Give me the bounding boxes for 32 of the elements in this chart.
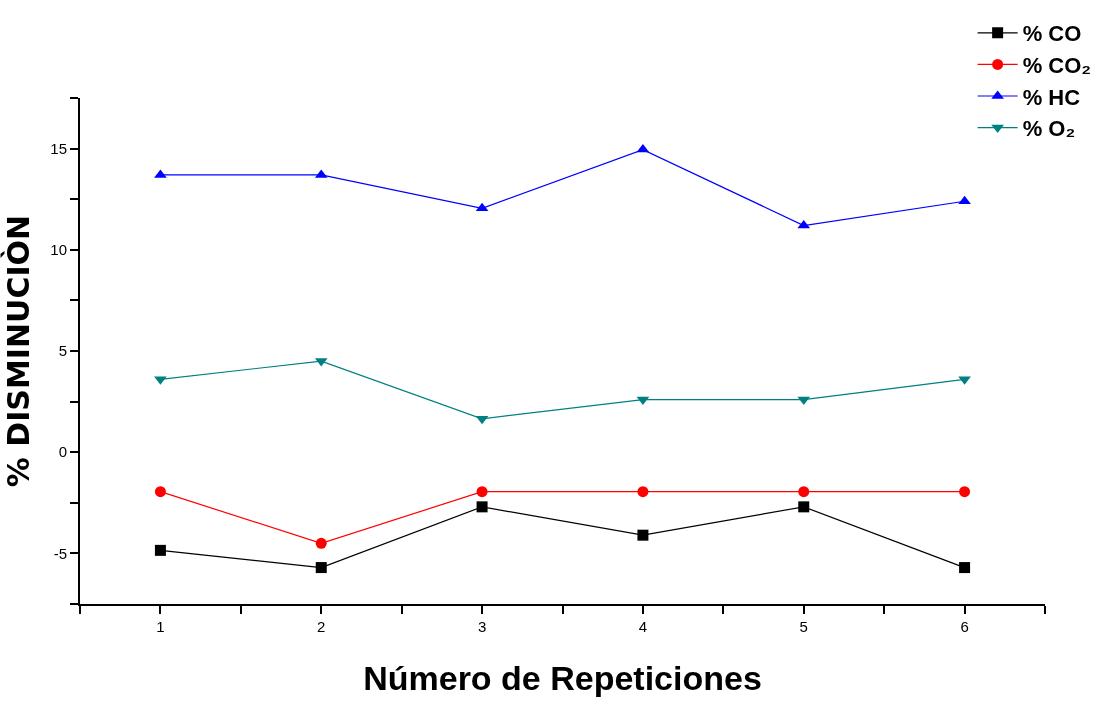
point bbox=[475, 202, 489, 212]
x-tick-label: 1 bbox=[156, 618, 165, 635]
point bbox=[797, 396, 811, 406]
y-tick-label: 15 bbox=[50, 139, 67, 157]
point bbox=[637, 486, 649, 498]
point bbox=[476, 501, 488, 513]
y-tick-label: -5 bbox=[53, 544, 67, 562]
point bbox=[476, 486, 488, 498]
y-tick-label: 10 bbox=[50, 241, 67, 259]
x-tick-label: 6 bbox=[960, 618, 969, 635]
x-tick-label: 2 bbox=[317, 618, 326, 635]
point bbox=[798, 486, 810, 498]
point bbox=[154, 486, 166, 498]
legend-label: % HC bbox=[1022, 84, 1081, 110]
legend-label: % O₂ bbox=[1022, 116, 1076, 142]
point bbox=[798, 501, 810, 513]
y-axis-title: % DISMINUCIÒN bbox=[0, 214, 36, 488]
point bbox=[636, 396, 650, 406]
point bbox=[315, 537, 327, 549]
point bbox=[959, 562, 971, 574]
x-axis-title: Número de Repeticiones bbox=[363, 658, 762, 697]
point bbox=[315, 562, 327, 574]
x-tick-label: 5 bbox=[799, 618, 808, 635]
legend-label: % CO bbox=[1022, 21, 1082, 47]
point bbox=[637, 529, 649, 541]
x-tick-label: 3 bbox=[477, 618, 487, 635]
y-tick-label: 0 bbox=[58, 443, 67, 461]
point bbox=[959, 486, 971, 498]
point bbox=[154, 544, 166, 556]
legend-label: % CO₂ bbox=[1022, 52, 1092, 78]
y-tick-label: 5 bbox=[58, 342, 67, 360]
x-tick-label: 4 bbox=[638, 618, 648, 635]
